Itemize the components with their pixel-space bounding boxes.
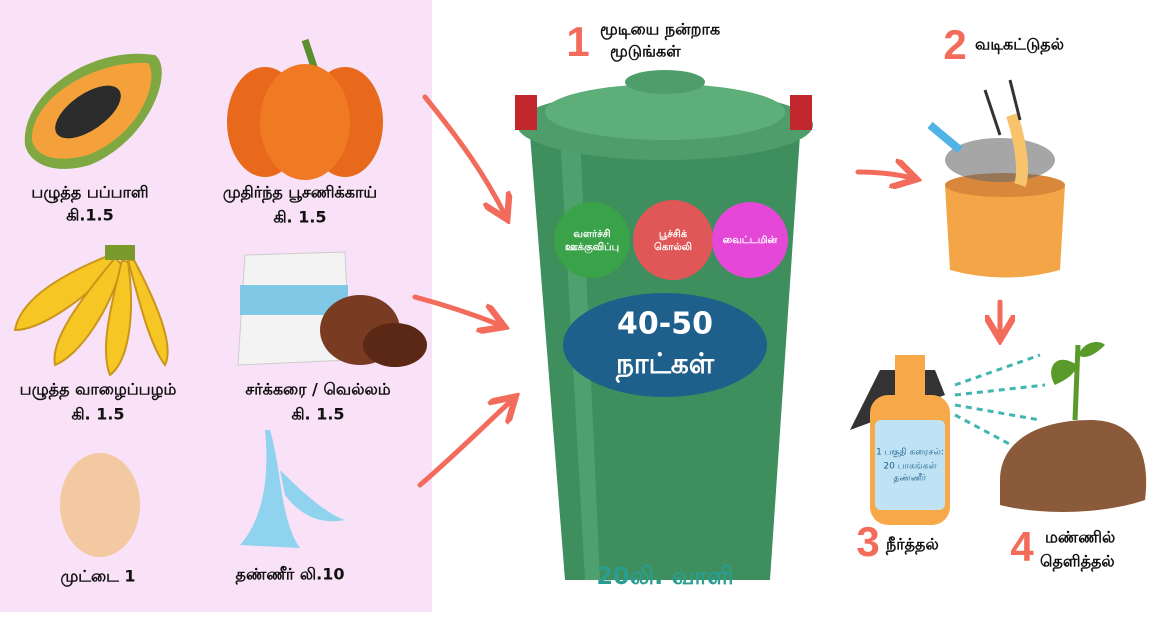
ingredient-name: சர்க்கரை / வெல்லம் xyxy=(245,380,390,399)
arrow xyxy=(425,97,505,215)
ingredient-amount: கி. 1.5 xyxy=(273,208,326,227)
step-number: 4 xyxy=(1010,523,1034,570)
ball-label: வளர்ச்சி xyxy=(573,228,610,240)
ingredient-amount: கி. 1.5 xyxy=(71,405,124,424)
ball-label: கொல்லி xyxy=(654,241,692,253)
ingredient-amount: கி.1.5 xyxy=(66,206,114,225)
duration: நாட்கள் xyxy=(615,347,715,383)
ingredient-name: தண்ணீர் லி.10 xyxy=(236,565,345,585)
dilution-text: 20 பாகங்கள் xyxy=(883,462,937,472)
duration: 40-50 xyxy=(617,307,713,342)
step-text: வடிகட்டுதல் xyxy=(975,35,1064,55)
step-text: நீர்த்தல் xyxy=(885,535,939,555)
step-text: மூடியை நன்றாக xyxy=(600,20,720,40)
strainer-illustration xyxy=(930,80,1065,278)
soil-plant-illustration xyxy=(1000,342,1146,512)
step-text: மூடுங்கள் xyxy=(610,42,681,62)
dilution-text: 1 பகுதி கரைசல்: xyxy=(876,448,944,459)
dilution-text: தண்ணீர் xyxy=(893,474,926,484)
arrow xyxy=(858,172,912,178)
step-number: 1 xyxy=(566,18,589,65)
step-text: மண்ணில் xyxy=(1045,528,1115,547)
ingredient-amount: கி. 1.5 xyxy=(291,405,344,424)
step-text: தெளித்தல் xyxy=(1040,552,1115,572)
ingredient-name: முதிர்ந்த பூசணிக்காய் xyxy=(223,183,377,203)
arrow xyxy=(420,400,512,485)
infographic: பழுத்த பப்பாளி கி.1.5 முதிர்ந்த பூசணிக்க… xyxy=(0,0,1156,617)
step-number: 3 xyxy=(856,518,879,565)
bucket-label: 20லி. வாளி xyxy=(596,562,733,590)
step-number: 2 xyxy=(943,21,966,68)
egg-illustration xyxy=(60,453,140,557)
ball-label: வைட்டமின் xyxy=(723,234,778,246)
ball-label: ஊக்குவிப்பு xyxy=(565,241,619,254)
ingredient-name: பழுத்த வாழைப்பழம் xyxy=(20,380,177,400)
ingredient-name: பழுத்த பப்பாளி xyxy=(31,183,148,203)
ball-label: பூச்சிக் xyxy=(659,228,688,240)
spray-bottle-illustration xyxy=(850,355,950,525)
ingredient-name: முட்டை 1 xyxy=(60,567,135,587)
